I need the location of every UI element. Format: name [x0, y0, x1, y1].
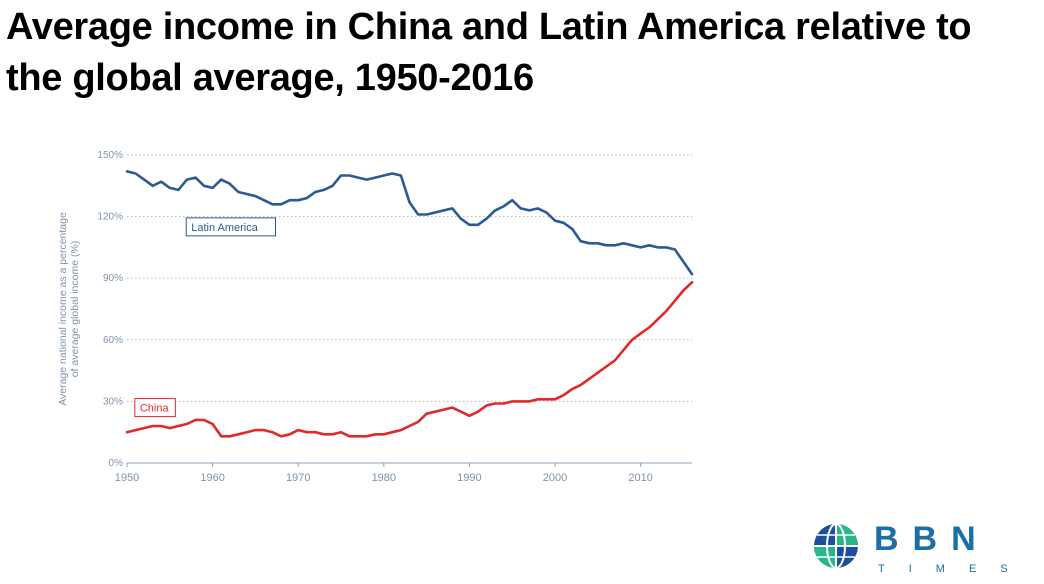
y-tick-label: 30% — [103, 396, 123, 407]
y-axis-label: Average national income as a percentageo… — [57, 212, 81, 406]
page-title: Average income in China and Latin Americ… — [6, 6, 972, 99]
annotation-label: Latin America — [191, 222, 259, 234]
annotation-box — [134, 398, 176, 418]
x-tick-label: 1990 — [457, 472, 481, 484]
y-tick-label: 0% — [109, 458, 124, 469]
bbn-times-logo: BBN TIMES — [814, 520, 1026, 575]
series-line-latin-america — [125, 170, 694, 276]
logo-tagline: TIMES — [878, 563, 1026, 575]
y-tick-label: 90% — [103, 273, 123, 284]
y-tick-label: 60% — [103, 335, 123, 346]
x-tick-label: 1970 — [286, 472, 310, 484]
series-line-china — [125, 280, 694, 438]
annotation-box — [185, 217, 277, 237]
x-tick-label: 2010 — [628, 472, 652, 484]
globe-icon — [814, 523, 858, 569]
x-tick-label: 1980 — [372, 472, 396, 484]
x-tick-label: 2000 — [543, 472, 567, 484]
x-tick-label: 1950 — [115, 472, 139, 484]
annotation-label: China — [140, 403, 170, 415]
logo-wordmark: BBN — [874, 520, 990, 558]
y-tick-label: 150% — [97, 150, 123, 161]
x-tick-label: 1960 — [200, 472, 224, 484]
y-tick-label: 120% — [97, 212, 123, 223]
